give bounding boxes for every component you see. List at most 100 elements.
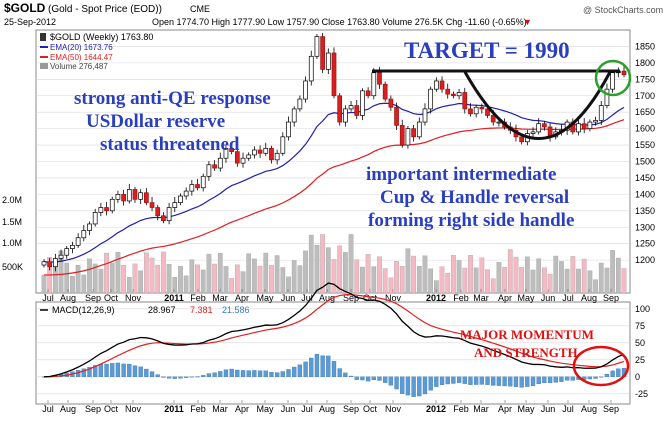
chart-description: (Gold - Spot Price (EOD)) bbox=[48, 4, 162, 15]
macd-annotation-2: AND STRENGTH bbox=[474, 345, 578, 360]
volume-bar bbox=[183, 275, 189, 294]
volume-bar bbox=[314, 244, 320, 294]
macd-histogram-bar bbox=[155, 374, 160, 377]
volume-bar bbox=[542, 267, 547, 294]
candle-down bbox=[621, 70, 627, 76]
macd-x-label: Feb bbox=[190, 404, 206, 414]
price-x-label: Aug bbox=[319, 293, 335, 303]
macd-line bbox=[43, 282, 625, 378]
volume-bar bbox=[303, 250, 308, 294]
macd-histogram-bar bbox=[166, 376, 172, 379]
candle-up bbox=[303, 80, 308, 100]
macd-histogram-bar bbox=[462, 376, 467, 384]
volume-bar bbox=[382, 268, 388, 294]
price-legend: $GOLD (Weekly) 1763.80 EMA(20) 1673.76 E… bbox=[40, 32, 153, 71]
volume-bar bbox=[246, 253, 252, 294]
volume-bar bbox=[286, 276, 291, 294]
chg-arrow-icon: ▼ bbox=[523, 17, 532, 27]
candle-down bbox=[462, 92, 468, 110]
volume-bar bbox=[388, 277, 394, 294]
macd-title: MACD(12,26,9) bbox=[52, 305, 115, 315]
volume-bar bbox=[451, 255, 456, 294]
price-x-label: Aug bbox=[60, 293, 76, 303]
ema20-line bbox=[43, 102, 625, 263]
volume-bar bbox=[485, 269, 490, 294]
candle-up bbox=[166, 207, 172, 222]
volume-bar bbox=[178, 266, 183, 294]
candle-up bbox=[416, 121, 422, 138]
price-tick-label: 1850 bbox=[635, 41, 655, 51]
volume-bar bbox=[234, 264, 240, 294]
macd-histogram-bar bbox=[485, 376, 490, 385]
macd-histogram-bar bbox=[320, 355, 325, 377]
candle-up bbox=[297, 98, 303, 110]
candle-up bbox=[280, 136, 286, 154]
candle-up bbox=[325, 52, 331, 70]
candle-down bbox=[132, 189, 138, 200]
volume-bar bbox=[439, 266, 445, 294]
price-tick-label: 1700 bbox=[635, 91, 655, 101]
macd-histogram-bar bbox=[229, 368, 234, 377]
macd-panel bbox=[35, 301, 631, 405]
volume-bar bbox=[519, 267, 524, 294]
volume-bar bbox=[149, 257, 155, 294]
macd-histogram-bar bbox=[354, 376, 359, 380]
candle-up bbox=[360, 90, 365, 116]
macd-x-label: Aug bbox=[319, 404, 335, 414]
candle-up bbox=[98, 207, 104, 213]
macd-histogram-bar bbox=[337, 368, 342, 377]
candle-up bbox=[41, 261, 47, 266]
macd-histogram-bar bbox=[127, 363, 132, 377]
volume-bar bbox=[269, 265, 274, 294]
candle-up bbox=[422, 108, 428, 123]
candle-down bbox=[388, 98, 394, 108]
macd-x-label: Mar bbox=[473, 404, 489, 414]
ema50-path bbox=[43, 119, 625, 276]
volume-bar bbox=[479, 257, 485, 294]
macd-x-label: 2012 bbox=[426, 404, 446, 414]
cup-arc bbox=[463, 71, 612, 140]
macd-histogram-bar bbox=[223, 369, 229, 377]
candle-down bbox=[365, 90, 371, 97]
macd-histogram-bar bbox=[587, 376, 593, 380]
macd-histogram-bar bbox=[371, 376, 376, 381]
volume-bar bbox=[144, 252, 149, 294]
macd-histogram-bar bbox=[559, 376, 564, 382]
price-x-label: Sep bbox=[85, 293, 101, 303]
macd-histogram-bar bbox=[292, 366, 297, 377]
candle-down bbox=[354, 105, 360, 116]
macd-histogram-bar bbox=[474, 376, 479, 385]
macd-x-label: Sep bbox=[343, 404, 359, 414]
price-candles bbox=[41, 32, 627, 272]
candle-down bbox=[161, 215, 166, 222]
candle-down bbox=[331, 52, 337, 97]
macd-x-label: Mar bbox=[212, 404, 228, 414]
macd-histogram-bar bbox=[331, 361, 337, 377]
volume-bar bbox=[126, 277, 132, 294]
volume-bar bbox=[206, 253, 212, 294]
candle-down bbox=[195, 184, 200, 189]
macd-x-label: Sep bbox=[85, 404, 101, 414]
candle-down bbox=[468, 108, 473, 115]
candle-up bbox=[240, 157, 246, 164]
volume-bar bbox=[416, 266, 422, 294]
macd-histogram-bar bbox=[422, 376, 428, 395]
volume-bar bbox=[115, 251, 121, 294]
volume-bar bbox=[564, 268, 570, 294]
macd-histogram-bar bbox=[365, 376, 371, 382]
price-x-label: Sep bbox=[343, 293, 359, 303]
candle-down bbox=[439, 80, 445, 90]
volume-bar bbox=[200, 269, 206, 294]
price-tick-label: 1500 bbox=[635, 157, 655, 167]
candle-up bbox=[496, 121, 502, 124]
handle-highlight-circle bbox=[594, 59, 632, 97]
candle-down bbox=[479, 106, 485, 110]
volume-axis: 500K 1.0M 1.5M 2.0M bbox=[2, 195, 23, 272]
macd-histogram-bar bbox=[479, 376, 484, 385]
macd-histogram-bar bbox=[377, 376, 382, 381]
macd-x-label: May bbox=[517, 404, 535, 414]
macd-hist-value: 21.586 bbox=[222, 305, 250, 315]
candle-up bbox=[610, 72, 615, 90]
annotation-left-2: USDollar reserve bbox=[86, 111, 225, 132]
volume-bar bbox=[280, 267, 286, 294]
